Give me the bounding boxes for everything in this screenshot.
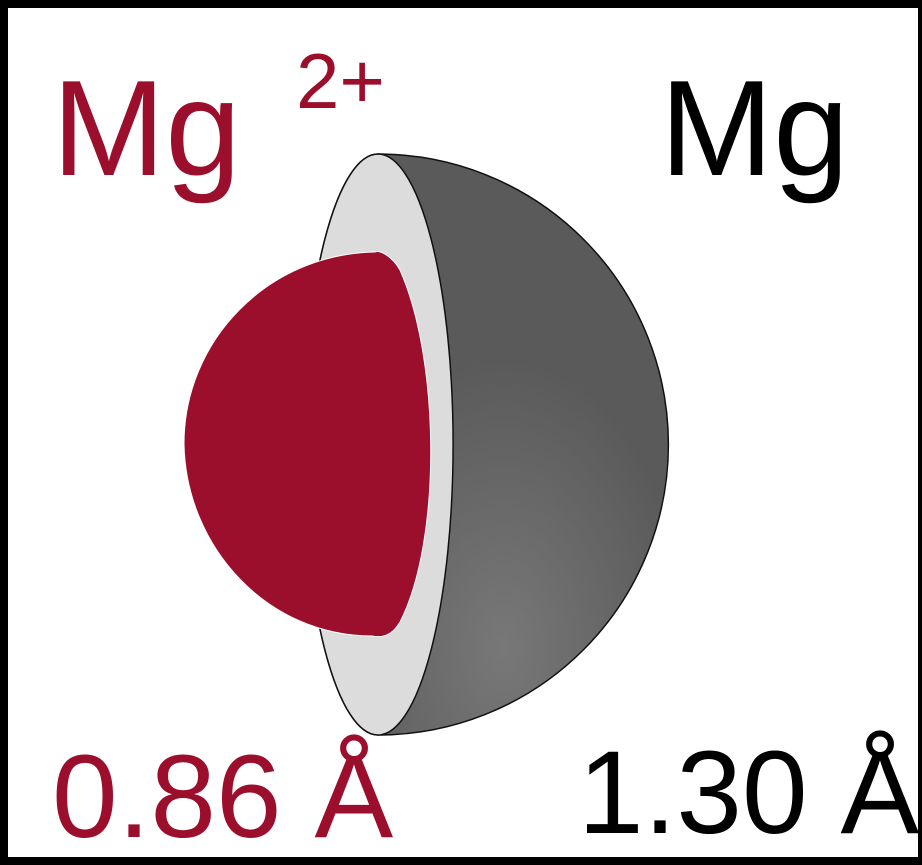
ion-radius-label: 0.86 Å [52,731,394,863]
ion-charge-label: 2+ [296,37,385,125]
ion-inner-sphere [183,251,432,638]
atom-symbol-label: Mg [660,52,849,204]
ion-symbol-label: Mg [52,52,241,204]
atom-radius-label: 1.30 Å [578,727,920,859]
